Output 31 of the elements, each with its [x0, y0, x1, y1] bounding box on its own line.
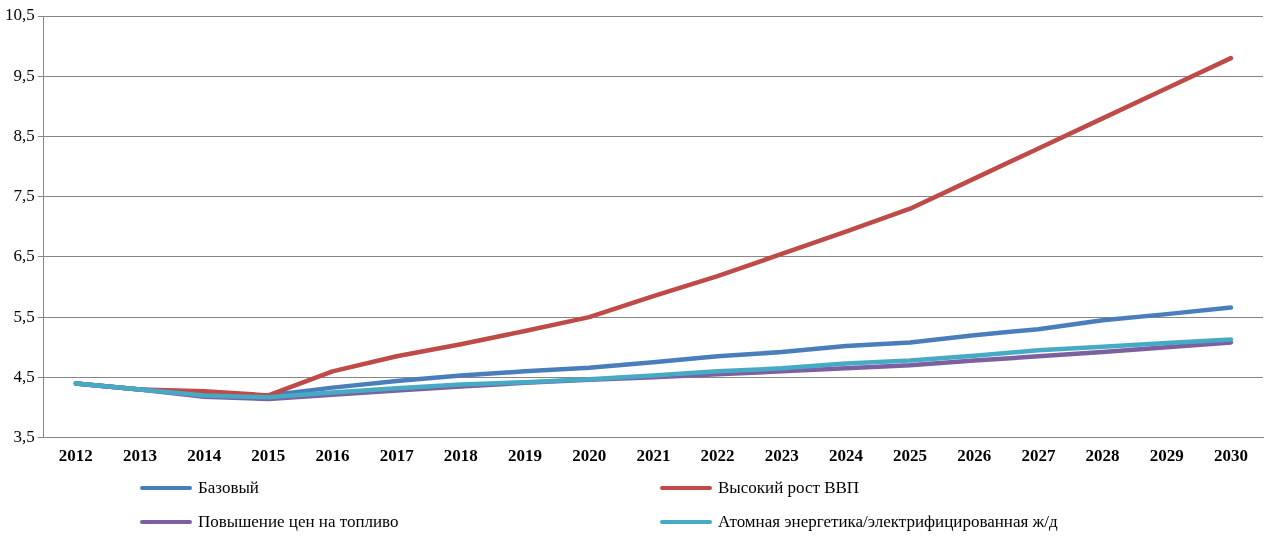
x-tick-label: 2026 — [957, 446, 992, 466]
x-tick-label: 2018 — [443, 446, 478, 466]
x-tick-label: 2023 — [764, 446, 799, 466]
legend-label: Базовый — [198, 478, 259, 498]
y-tick-label: 4,5 — [13, 366, 35, 386]
y-tick-label: 6,5 — [13, 246, 35, 266]
x-tick-label: 2013 — [123, 446, 158, 466]
y-tick-label: 7,5 — [13, 186, 35, 206]
legend-label: Повышение цен на топливо — [198, 512, 399, 532]
x-tick-label: 2030 — [1213, 446, 1248, 466]
x-tick-label: 2019 — [508, 446, 543, 466]
x-tick-label: 2015 — [251, 446, 286, 466]
y-tick-label: 9,5 — [13, 65, 35, 85]
y-tick-label: 5,5 — [13, 306, 35, 326]
y-tick-label: 3,5 — [13, 427, 35, 447]
x-tick-label: 2012 — [58, 446, 93, 466]
legend-label: Высокий рост ВВП — [718, 478, 860, 498]
legend-label: Атомная энергетика/электрифицированная ж/д — [718, 512, 1058, 532]
x-tick-label: 2024 — [828, 446, 864, 466]
x-tick-label: 2027 — [1021, 446, 1056, 466]
y-tick-label: 10,5 — [5, 5, 35, 25]
y-tick-label: 8,5 — [13, 125, 35, 145]
x-tick-label: 2017 — [379, 446, 415, 466]
x-tick-label: 2020 — [572, 446, 607, 466]
x-tick-label: 2014 — [187, 446, 222, 466]
x-tick-label: 2025 — [893, 446, 928, 466]
x-tick-label: 2016 — [315, 446, 350, 466]
x-tick-label: 2028 — [1085, 446, 1120, 466]
x-tick-label: 2021 — [636, 446, 671, 466]
x-tick-label: 2022 — [700, 446, 735, 466]
x-tick-label: 2029 — [1149, 446, 1184, 466]
